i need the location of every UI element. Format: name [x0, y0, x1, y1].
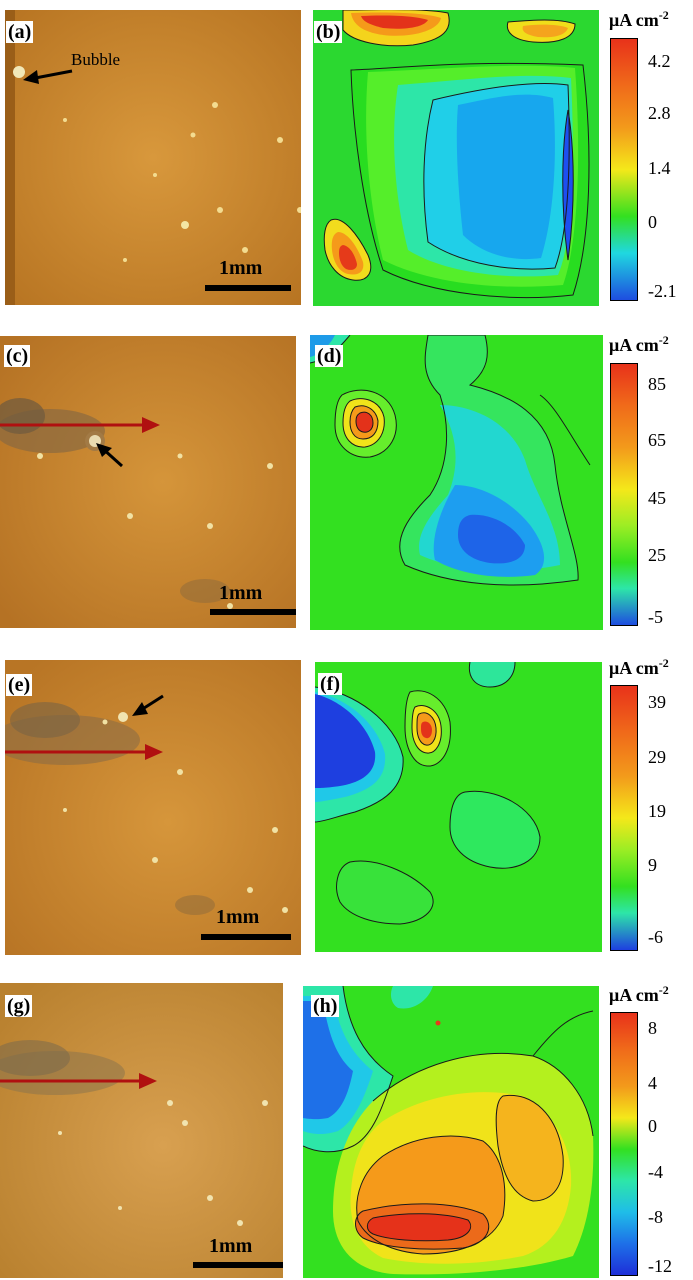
scale-label-g: 1mm: [209, 1235, 253, 1257]
panel-label-b: (b): [314, 21, 343, 43]
colorbar-3-tick: 29: [648, 747, 666, 767]
current-map-d: [310, 335, 603, 630]
colorbar-2: [610, 363, 638, 626]
photo-panel-c: [0, 336, 296, 628]
photo-panel-a: [5, 10, 301, 305]
scale-bar-g: [193, 1262, 283, 1268]
current-map-h: [303, 986, 599, 1278]
scale-bar-e: [201, 934, 291, 940]
colorbar-title-3: μA cm-2: [609, 656, 669, 678]
colorbar-2-tick: 85: [648, 374, 666, 394]
colorbar-4-tick: 0: [648, 1116, 657, 1136]
colorbar-2-tick: 65: [648, 430, 666, 450]
panel-label-a: (a): [6, 21, 34, 43]
colorbar-3-tick: 39: [648, 692, 666, 712]
colorbar-1: [610, 38, 638, 301]
colorbar-1-tick: 1.4: [648, 158, 671, 178]
photo-panel-g: [0, 983, 296, 1278]
colorbar-1-tick: 2.8: [648, 103, 671, 123]
colorbar-4-tick: 4: [648, 1073, 657, 1093]
scale-bar-a: [205, 285, 291, 291]
colorbar-2-tick: 45: [648, 488, 666, 508]
panel-label-h: (h): [311, 995, 340, 1017]
scale-label-a: 1mm: [219, 257, 263, 279]
colorbar-2-tick: -5: [648, 607, 663, 627]
colorbar-3-tick: 19: [648, 801, 666, 821]
photo-panel-e: [5, 660, 301, 955]
colorbar-3-tick: -6: [648, 927, 663, 947]
colorbar-4-tick: 8: [648, 1018, 657, 1038]
colorbar-1-tick: 0: [648, 212, 657, 232]
colorbar-title-4: μA cm-2: [609, 983, 669, 1005]
colorbar-3-tick: 9: [648, 855, 657, 875]
panel-label-f: (f): [318, 673, 342, 695]
colorbar-4: [610, 1012, 638, 1276]
current-map-b: [313, 10, 599, 306]
colorbar-4-tick: -12: [648, 1256, 672, 1276]
colorbar-2-tick: 25: [648, 545, 666, 565]
current-map-f: [315, 662, 602, 952]
panel-label-g: (g): [5, 995, 33, 1017]
colorbar-1-tick: -2.1: [648, 281, 677, 301]
colorbar-4-tick: -4: [648, 1162, 663, 1182]
panel-label-e: (e): [6, 674, 33, 696]
colorbar-1-tick: 4.2: [648, 51, 671, 71]
scale-bar-c: [210, 609, 296, 615]
colorbar-4-tick: -8: [648, 1207, 663, 1227]
colorbar-title-2: μA cm-2: [609, 333, 669, 355]
bubble-annotation: Bubble: [71, 50, 121, 69]
panel-label-d: (d): [315, 345, 344, 367]
scale-label-c: 1mm: [219, 582, 263, 604]
colorbar-title-1: μA cm-2: [609, 8, 669, 30]
scale-label-e: 1mm: [216, 906, 260, 928]
panel-label-c: (c): [4, 345, 31, 367]
colorbar-3: [610, 685, 638, 951]
